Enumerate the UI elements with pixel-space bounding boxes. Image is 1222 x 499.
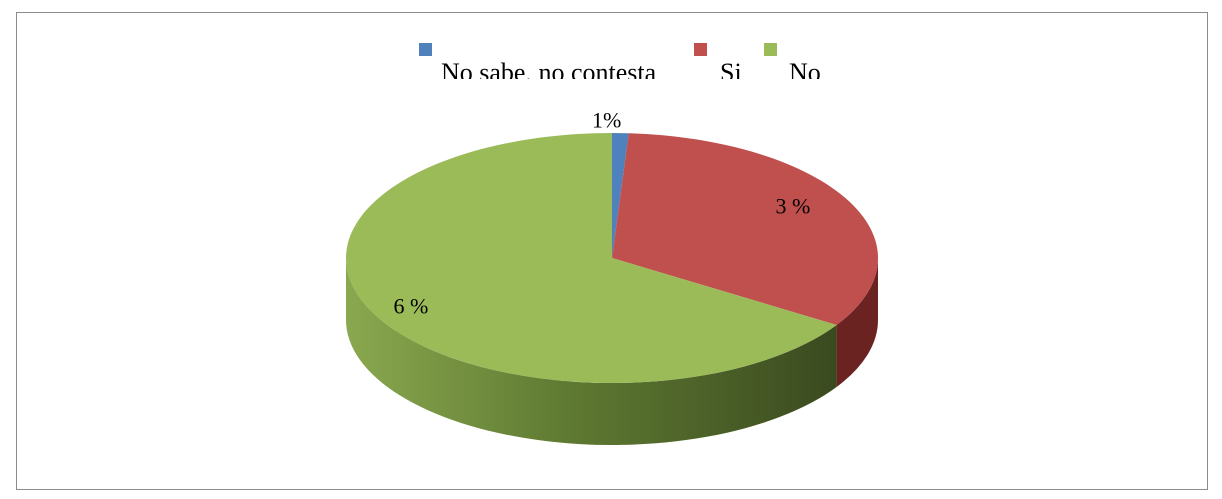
legend-swatch-si	[694, 43, 707, 56]
pie-side-no	[346, 258, 837, 446]
data-label-si: 3 %	[775, 194, 810, 219]
pie-chart: 1% 3 % 6 %	[346, 107, 878, 446]
pie-tops	[346, 133, 878, 384]
pie-side-si	[836, 258, 878, 387]
legend-label-no-sabe: No sabe, no contesta	[441, 58, 657, 80]
pie-slice-no	[346, 133, 837, 384]
legend-label-no: No	[789, 58, 821, 80]
legend-text-clip: No sabe, no contesta Si No	[17, 13, 1207, 80]
chart-area: No sabe, no contesta Si No 1% 3 % 6 %	[16, 12, 1208, 490]
data-label-no-sabe: 1%	[592, 107, 621, 132]
pie-sides	[346, 258, 878, 446]
legend-swatch-no-sabe	[419, 43, 432, 56]
data-label-no: 6 %	[393, 293, 428, 318]
pie-slice-no-sabe	[612, 133, 629, 258]
legend-label-si: Si	[720, 58, 742, 80]
legend-swatch-no	[764, 43, 777, 56]
legend: No sabe, no contesta Si No	[17, 13, 1207, 103]
pie-labels: 1% 3 % 6 %	[393, 107, 810, 318]
pie-slice-si	[612, 133, 878, 325]
